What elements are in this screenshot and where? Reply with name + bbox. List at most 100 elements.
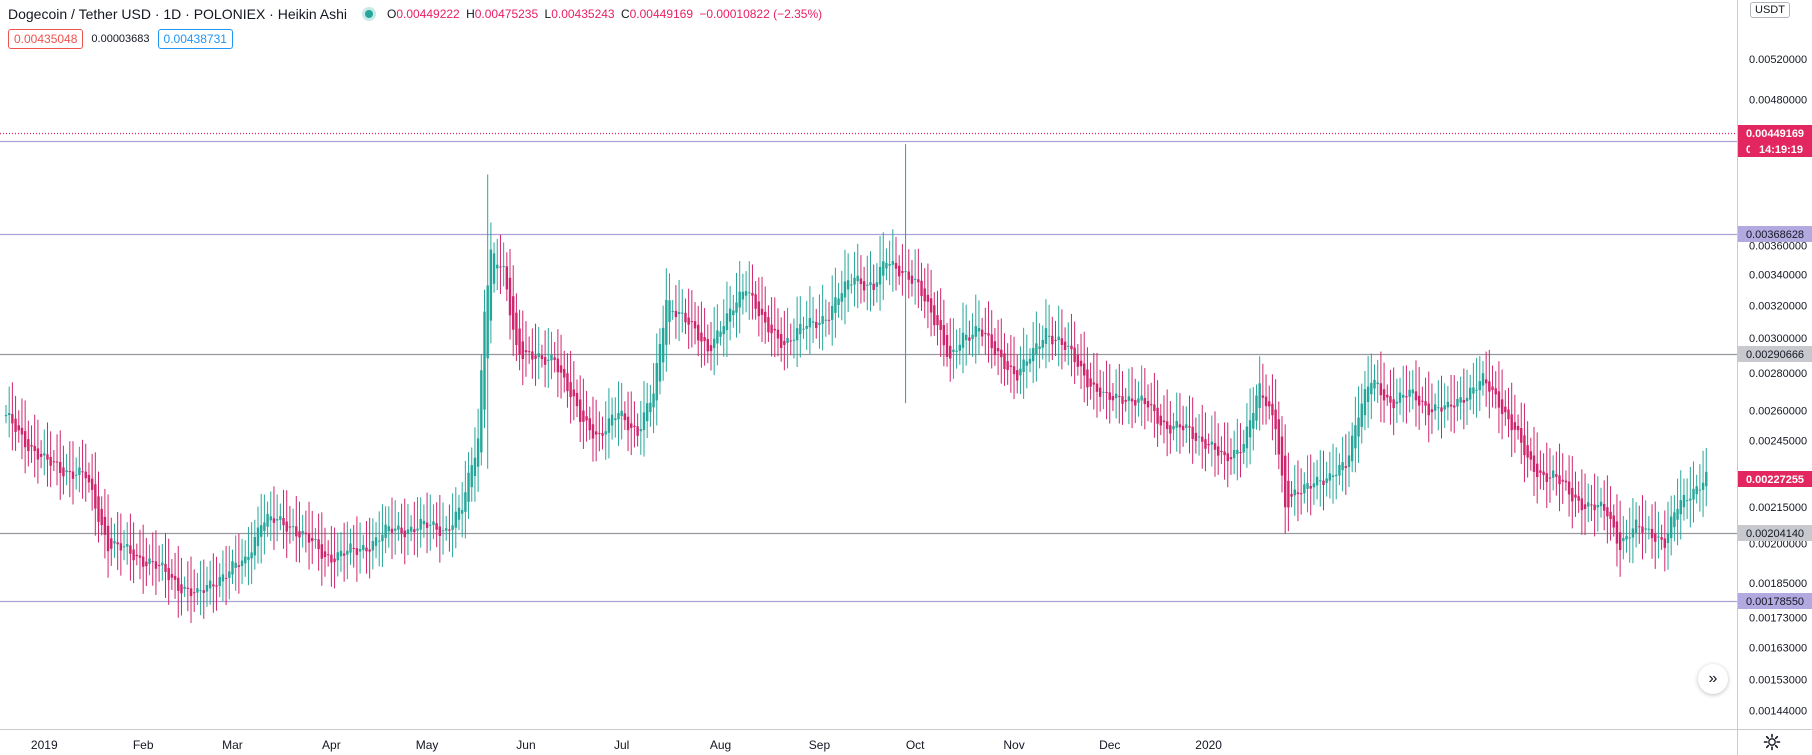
- candle-body: [23, 431, 27, 448]
- candle-body: [1587, 502, 1590, 507]
- candle-body: [291, 526, 295, 528]
- symbol-title[interactable]: Dogecoin / Tether USD · 1D · POLONIEX · …: [8, 6, 347, 22]
- candle-body: [1634, 519, 1638, 533]
- candle-body: [1268, 401, 1271, 407]
- candle-body: [1197, 436, 1201, 438]
- candle-body: [579, 399, 582, 422]
- candle-body: [668, 300, 671, 322]
- price-tick-label: 0.00280000: [1749, 368, 1807, 380]
- candle-body: [62, 467, 65, 477]
- candle-body: [1121, 396, 1124, 404]
- currency-button[interactable]: USDT: [1750, 2, 1790, 18]
- candle-body: [952, 349, 955, 353]
- candle-body: [1146, 401, 1150, 408]
- high-label: H: [466, 7, 475, 21]
- level-tag-label: 0.00204140: [1746, 528, 1804, 540]
- candle-body: [1500, 399, 1504, 415]
- candle-body: [1111, 396, 1115, 401]
- candle-body: [697, 324, 700, 341]
- candle-body: [1239, 451, 1242, 454]
- candle-body: [1156, 407, 1159, 424]
- candle-body: [1650, 528, 1654, 539]
- candle-body: [604, 431, 607, 435]
- candle-body: [601, 433, 604, 436]
- candle-body: [409, 526, 413, 532]
- candle-body: [429, 524, 432, 526]
- candle-body: [531, 351, 534, 360]
- chart-settings-button[interactable]: [1763, 733, 1781, 751]
- candle-body: [818, 322, 821, 325]
- candle-body: [993, 341, 997, 356]
- candle-body: [1204, 439, 1207, 449]
- candle-body: [1647, 528, 1651, 530]
- candle-body: [448, 529, 451, 531]
- price-tick-label: 0.00215000: [1749, 502, 1807, 514]
- candle-body: [432, 521, 435, 526]
- candle-body: [559, 365, 563, 373]
- candle-body: [202, 590, 205, 593]
- candle-body: [1516, 425, 1520, 431]
- buy-price-button[interactable]: 0.00438731: [157, 29, 233, 49]
- candle-body: [1178, 424, 1182, 428]
- candle-body: [949, 345, 952, 359]
- candle-body: [1379, 383, 1383, 396]
- candle-body: [984, 333, 987, 335]
- sell-price-button[interactable]: 0.00435048: [8, 29, 84, 49]
- candle-body: [1408, 389, 1411, 397]
- candle-body: [1472, 387, 1475, 394]
- candle-body: [441, 530, 445, 532]
- candle-body: [1478, 381, 1481, 391]
- price-tick-label: 0.00340000: [1749, 270, 1807, 282]
- candle-body: [939, 320, 942, 330]
- close-value: 0.00449169: [629, 7, 694, 21]
- candle-body: [362, 545, 365, 551]
- candle-body: [636, 426, 639, 436]
- candle-body: [961, 332, 965, 348]
- candle-body: [1083, 363, 1086, 376]
- candle-body: [537, 353, 540, 358]
- candle-body: [1373, 379, 1376, 389]
- candle-body: [212, 584, 215, 587]
- candle-body: [805, 325, 808, 329]
- candle-body: [1602, 503, 1606, 511]
- candles-layer: [4, 144, 1708, 624]
- candle-body: [1201, 436, 1204, 442]
- candle-body: [1181, 425, 1185, 431]
- candle-body: [1331, 475, 1335, 477]
- candle-body: [920, 280, 923, 297]
- candle-body: [1003, 353, 1006, 370]
- candle-body: [1612, 515, 1615, 528]
- candle-body: [591, 424, 595, 439]
- candle-body: [843, 281, 847, 298]
- candle-body: [1236, 449, 1239, 455]
- time-tick-label: Aug: [710, 738, 731, 752]
- candle-body: [1095, 383, 1099, 392]
- low-label: L: [544, 7, 552, 21]
- candle-body: [164, 563, 167, 572]
- candle-body: [840, 293, 843, 302]
- candle-body: [145, 561, 148, 567]
- candle-body: [1692, 488, 1695, 500]
- scroll-to-realtime-button[interactable]: »: [1698, 664, 1728, 694]
- candle-body: [1622, 537, 1625, 542]
- candle-body: [1248, 420, 1252, 438]
- time-tick-label: Jun: [516, 738, 535, 752]
- candle-body: [1580, 498, 1584, 511]
- candle-body: [119, 543, 123, 551]
- candle-body: [1194, 432, 1198, 441]
- time-tick-label: 2020: [1195, 738, 1222, 752]
- candle-body: [199, 590, 202, 592]
- candle-body: [547, 359, 550, 361]
- candle-body: [1242, 444, 1245, 453]
- candle-body: [483, 311, 486, 410]
- candle-body: [1207, 443, 1210, 446]
- price-tag-label: 0.00227255: [1746, 474, 1804, 486]
- candle-body: [349, 543, 352, 553]
- candle-body: [1118, 395, 1121, 397]
- candle-body: [84, 471, 87, 479]
- candle-body: [1217, 446, 1220, 456]
- candle-body: [515, 312, 518, 345]
- candle-body: [492, 253, 496, 284]
- candle-body: [326, 554, 330, 556]
